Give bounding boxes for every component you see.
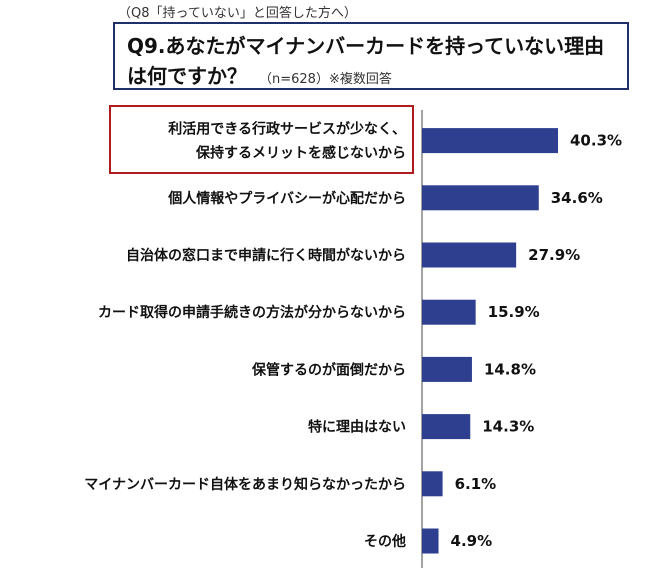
category-label-0-1: 保持するメリットを感じないから	[195, 145, 406, 162]
data-label-7: 4.9%	[451, 532, 493, 550]
data-label-5: 14.3%	[482, 418, 534, 436]
bar-2	[422, 242, 517, 268]
data-label-2: 27.9%	[528, 246, 580, 264]
category-label-2: 自治体の窓口まで申請に行く時間がないから	[126, 247, 406, 264]
question-note: （Q8「持っていない」と回答した方へ）	[118, 6, 357, 21]
category-label-3: カード取得の申請手続きの方法が分からないから	[98, 304, 406, 321]
bar-3	[422, 299, 476, 325]
question-title-line1: Q9.あなたがマイナンバーカードを持っていない理由	[127, 34, 605, 58]
category-label-4: 保管するのが面倒だから	[251, 361, 406, 378]
sample-size-note: （n=628）※複数回答	[259, 72, 392, 87]
data-label-1: 34.6%	[551, 189, 603, 207]
data-label-6: 6.1%	[455, 475, 497, 493]
bar-7	[422, 528, 439, 554]
category-label-0-0: 利活用できる行政サービスが少なく、	[168, 121, 406, 138]
bar-1	[422, 185, 539, 211]
bar-5	[422, 414, 471, 440]
question-title-box: Q9.あなたがマイナンバーカードを持っていない理由 は何ですか？ （n=628）※…	[113, 22, 629, 90]
bar-0	[422, 128, 558, 154]
data-label-3: 15.9%	[488, 303, 540, 321]
bar-4	[422, 356, 472, 382]
data-label-4: 14.8%	[484, 360, 536, 378]
highlight-box	[109, 105, 414, 174]
bar-6	[422, 471, 443, 497]
category-label-5: 特に理由はない	[308, 419, 406, 436]
category-label-1: 個人情報やプライバシーが心配だから	[167, 190, 406, 207]
question-title-line2-text: は何ですか？	[127, 64, 247, 88]
category-label-6: マイナンバーカード自体をあまり知らなかったから	[84, 476, 406, 493]
category-label-7: その他	[364, 533, 406, 550]
data-label-0: 40.3%	[570, 132, 622, 150]
question-title-line2: は何ですか？ （n=628）※複数回答	[127, 60, 392, 89]
